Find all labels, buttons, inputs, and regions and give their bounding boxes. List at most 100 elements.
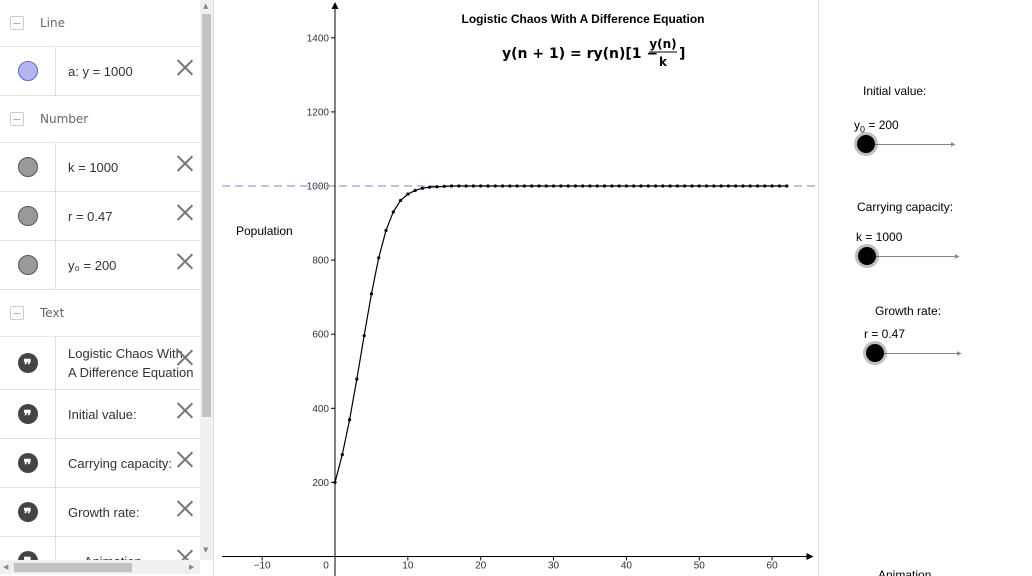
animation-label[interactable]: Animation [878, 568, 932, 576]
data-point [428, 185, 432, 189]
algebra-item-line-a[interactable]: a: y = 1000 [0, 47, 200, 96]
data-point [391, 210, 395, 214]
data-point [741, 184, 745, 188]
carrying-capacity-slider-knob[interactable] [858, 247, 876, 265]
algebra-item-y0[interactable]: y₀ = 200 [0, 241, 200, 290]
algebra-item-label[interactable]: Initial value: [68, 406, 137, 422]
data-point [500, 184, 505, 188]
chart-formula[interactable]: y(n + 1) = ry(n)[1 − [502, 46, 658, 62]
delete-icon[interactable] [176, 450, 194, 468]
algebra-item-k[interactable]: k = 1000 [0, 143, 200, 192]
axes [222, 2, 814, 576]
initial-value-slider-knob[interactable] [857, 135, 875, 153]
vertical-scrollbar[interactable]: ▲ ▼ [200, 0, 213, 560]
slider-end-arrow-icon: ▶ [951, 141, 956, 148]
panel-divider-right [818, 0, 819, 576]
x-tick-label: 50 [694, 561, 706, 572]
growth-rate-slider-label[interactable]: r = 0.47 [864, 327, 906, 341]
visibility-toggle[interactable]: ❞ [0, 337, 56, 389]
algebra-item-label[interactable]: Logistic Chaos With A Difference Equatio… [56, 344, 194, 382]
y-axis-label[interactable]: Population [236, 224, 293, 238]
algebra-item-label[interactable]: a: y = 1000 [68, 63, 133, 79]
algebra-item-text-growth[interactable]: ❞ Growth rate: [0, 488, 200, 537]
text-quote-icon: ❞ [17, 551, 38, 560]
carrying-capacity-slider-label[interactable]: k = 1000 [856, 230, 903, 244]
growth-rate-slider-knob[interactable] [866, 344, 884, 362]
data-point [384, 228, 388, 233]
data-point [398, 198, 403, 203]
algebra-item-label[interactable]: k = 1000 [68, 159, 119, 175]
visibility-toggle[interactable]: ❞ [0, 537, 56, 560]
scroll-right-icon[interactable]: ▶ [189, 563, 195, 571]
algebra-item-text-capacity[interactable]: ❞ Carrying capacity: [0, 439, 200, 488]
algebra-item-label[interactable]: ← Animation [56, 552, 142, 561]
algebra-list: − Line a: y = 1000 − Number k = 1000 r =… [0, 0, 200, 560]
scroll-left-icon[interactable]: ◀ [3, 563, 9, 571]
data-point [697, 184, 701, 188]
category-text: − Text [0, 290, 200, 337]
vertical-scroll-thumb[interactable] [202, 14, 211, 417]
graph-canvas[interactable]: −10 0 10 20 30 40 50 60 200 400 600 800 1000 1200 1400… [222, 0, 818, 576]
growth-rate-slider-track[interactable] [866, 353, 960, 354]
graphics-view[interactable]: −10 0 10 20 30 40 50 60 200 400 600 800 1000 1200 1400… [222, 0, 818, 576]
algebra-item-label[interactable]: y₀ = 200 [68, 257, 117, 273]
carrying-capacity-label[interactable]: Carrying capacity: [857, 200, 954, 214]
collapse-line-button[interactable]: − [10, 16, 24, 30]
initial-value-slider-track[interactable] [858, 144, 954, 145]
category-line-label: Line [40, 16, 66, 30]
visibility-toggle[interactable] [0, 47, 56, 95]
delete-icon[interactable] [176, 401, 194, 419]
algebra-item-label[interactable]: Growth rate: [68, 504, 140, 520]
horizontal-scroll-thumb[interactable] [14, 563, 132, 572]
data-point [748, 184, 752, 188]
horizontal-scrollbar[interactable]: ◀ ▶ [0, 560, 200, 574]
data-point [537, 184, 541, 188]
visibility-toggle[interactable]: ❞ [0, 439, 56, 487]
data-point [544, 184, 548, 188]
delete-icon[interactable] [176, 252, 194, 270]
y-tick-label: 1000 [307, 182, 330, 193]
algebra-item-label[interactable]: r = 0.47 [68, 208, 113, 224]
delete-icon[interactable] [176, 58, 194, 76]
delete-icon[interactable] [176, 548, 194, 560]
carrying-capacity-slider-track[interactable] [860, 256, 958, 257]
algebra-item-label[interactable]: Carrying capacity: [68, 455, 173, 471]
data-point [632, 184, 636, 188]
data-point [449, 184, 454, 188]
visibility-toggle[interactable] [0, 241, 56, 289]
data-point [719, 184, 723, 188]
y-tick-label: 800 [312, 256, 329, 267]
algebra-item-text-title[interactable]: ❞ Logistic Chaos With A Difference Equat… [0, 337, 200, 390]
x-tick-label: 60 [767, 561, 779, 572]
data-point [646, 184, 650, 188]
visibility-toggle[interactable] [0, 192, 56, 240]
visibility-toggle[interactable]: ❞ [0, 488, 56, 536]
y-tick-label: 400 [312, 404, 329, 415]
collapse-number-button[interactable]: − [10, 112, 24, 126]
chart-title[interactable]: Logistic Chaos With A Difference Equatio… [461, 12, 704, 26]
number-marble-icon [17, 157, 38, 177]
algebra-item-text-animation[interactable]: ❞ ← Animation [0, 537, 200, 560]
data-point [420, 186, 425, 190]
data-point [530, 184, 534, 188]
initial-value-slider-label[interactable]: y0 = 200 [854, 118, 899, 135]
data-point [442, 184, 446, 188]
algebra-item-r[interactable]: r = 0.47 [0, 192, 200, 241]
data-point [333, 480, 337, 484]
data-point [712, 184, 716, 188]
algebra-item-text-initial[interactable]: ❞ Initial value: [0, 390, 200, 439]
delete-icon[interactable] [176, 348, 194, 366]
visibility-toggle[interactable] [0, 143, 56, 191]
initial-value-label[interactable]: Initial value: [863, 84, 927, 98]
y-tick-label: 200 [312, 478, 329, 489]
collapse-text-button[interactable]: − [10, 306, 24, 320]
delete-icon[interactable] [176, 499, 194, 517]
growth-rate-label[interactable]: Growth rate: [875, 304, 942, 318]
scroll-up-icon[interactable]: ▲ [203, 2, 209, 10]
category-number-label: Number [40, 112, 89, 126]
delete-icon[interactable] [176, 154, 194, 172]
delete-icon[interactable] [176, 203, 194, 221]
panel-divider[interactable] [213, 0, 214, 576]
visibility-toggle[interactable]: ❞ [0, 390, 56, 438]
scroll-down-icon[interactable]: ▼ [203, 546, 209, 554]
